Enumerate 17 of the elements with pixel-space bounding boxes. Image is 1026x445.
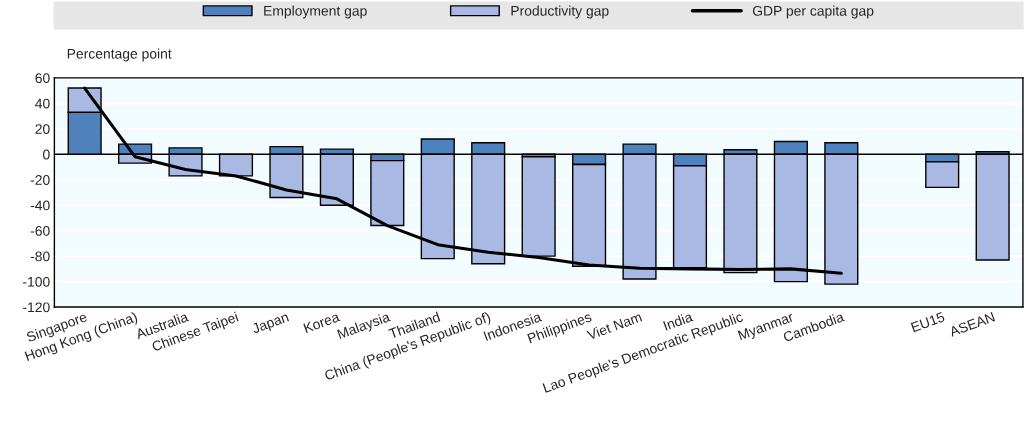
x-tick-label: Japan: [251, 312, 291, 337]
legend-label: Productivity gap: [511, 5, 609, 19]
y-tick-label: 0: [43, 149, 50, 160]
y-tick-label: -120: [23, 302, 50, 313]
bar: [521, 156, 556, 257]
y-tick-label: -20: [30, 175, 50, 185]
y-axis-title: Percentage point: [67, 48, 172, 62]
y-tick-label: -60: [30, 225, 50, 236]
y-tick-label: -40: [30, 200, 50, 211]
y-tick-label: 40: [35, 98, 50, 109]
x-tick-label: EU15: [910, 311, 946, 333]
legend-label: GDP per capita gap: [752, 5, 874, 19]
y-tick-label: 60: [35, 73, 50, 84]
y-tick-label: 20: [35, 124, 50, 134]
legend-label: Employment gap: [264, 5, 367, 19]
y-tick-label: -100: [23, 276, 50, 287]
y-tick-label: -80: [30, 251, 50, 262]
